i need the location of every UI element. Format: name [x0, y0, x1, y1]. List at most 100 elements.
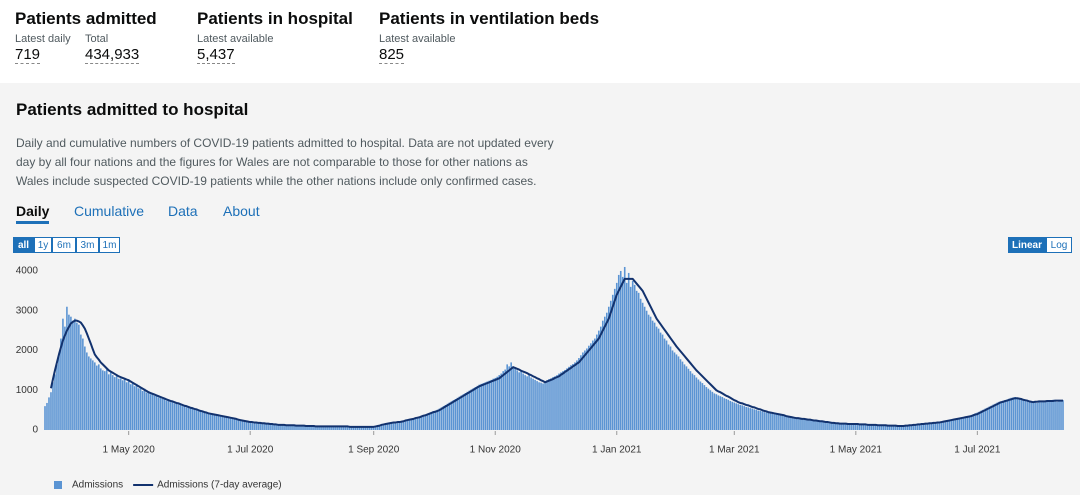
bar	[763, 412, 765, 430]
bar	[753, 409, 756, 430]
bar	[751, 408, 754, 430]
bar	[799, 418, 801, 430]
bar	[857, 424, 859, 430]
bar	[629, 286, 632, 430]
bar	[801, 419, 803, 430]
bar	[295, 425, 297, 430]
bar	[484, 382, 487, 430]
bar	[795, 418, 797, 430]
bar	[366, 426, 369, 430]
bar	[510, 362, 512, 430]
tab[interactable]: Data	[168, 203, 198, 219]
tab[interactable]: About	[223, 203, 260, 219]
range-button[interactable]: 1m	[99, 237, 120, 253]
bar	[926, 423, 929, 430]
bar	[99, 368, 102, 430]
x-tick-label: 1 May 2020	[103, 445, 156, 456]
bar	[876, 425, 879, 430]
bar	[1018, 398, 1020, 430]
bar	[693, 375, 696, 430]
range-button[interactable]: 1y	[34, 237, 52, 253]
bar	[233, 418, 236, 430]
bar	[859, 424, 861, 430]
bar	[562, 371, 564, 430]
bar	[356, 427, 359, 430]
bar	[1006, 399, 1009, 430]
bar	[267, 423, 269, 430]
bar	[88, 356, 90, 430]
bar	[759, 410, 761, 430]
bar	[261, 423, 263, 430]
scale-button[interactable]: Linear	[1008, 237, 1046, 253]
bar	[516, 370, 518, 430]
bar	[546, 380, 548, 430]
bar	[275, 424, 277, 430]
bar	[902, 425, 905, 430]
bar	[582, 352, 584, 430]
bar	[572, 363, 574, 430]
bar	[123, 377, 126, 430]
bar	[163, 397, 166, 430]
bar	[540, 382, 542, 430]
bar	[534, 379, 536, 430]
bar	[705, 387, 708, 430]
legend-swatch	[54, 481, 62, 489]
bar	[855, 424, 857, 430]
bar	[647, 314, 650, 430]
range-button[interactable]: 6m	[52, 237, 76, 253]
bar	[617, 274, 620, 430]
bar	[789, 417, 791, 430]
bar	[239, 419, 242, 430]
bar	[781, 415, 783, 430]
bar	[466, 391, 469, 430]
bar	[1024, 400, 1026, 430]
scale-button[interactable]: Log	[1046, 237, 1072, 253]
bar	[611, 294, 614, 430]
bar	[1000, 401, 1003, 430]
bar	[90, 358, 92, 430]
bar	[609, 300, 612, 430]
bar	[313, 426, 315, 430]
bar	[349, 427, 351, 430]
bar	[329, 426, 331, 430]
range-button[interactable]: all	[13, 237, 34, 253]
bar	[80, 334, 82, 430]
bar	[558, 373, 560, 430]
bar	[920, 424, 923, 430]
bar	[131, 382, 134, 430]
bar	[663, 338, 666, 430]
bar	[695, 377, 698, 430]
bar	[888, 426, 891, 430]
bar	[803, 419, 805, 430]
stat-title: Patients in hospital	[197, 9, 353, 28]
bar	[243, 420, 246, 430]
bar	[281, 425, 283, 430]
range-button[interactable]: 3m	[76, 237, 99, 253]
bar	[66, 306, 68, 430]
bar	[843, 423, 845, 430]
bar	[681, 361, 684, 430]
bar	[143, 388, 146, 430]
bar	[84, 346, 86, 430]
legend-label: Admissions	[72, 480, 123, 491]
tab[interactable]: Daily	[16, 203, 50, 224]
bar	[512, 366, 514, 430]
bar	[325, 426, 327, 430]
bar	[64, 326, 66, 430]
bar	[723, 398, 726, 430]
bar	[404, 420, 407, 430]
bar	[743, 406, 746, 430]
tab[interactable]: Cumulative	[74, 203, 145, 219]
bar	[934, 422, 937, 430]
bar	[637, 292, 640, 430]
bar	[307, 425, 309, 430]
bar	[996, 402, 999, 430]
bar	[56, 364, 58, 430]
bar	[317, 426, 319, 430]
bar	[1010, 397, 1013, 430]
bar	[394, 422, 397, 430]
bar	[221, 416, 224, 430]
bar	[532, 378, 534, 430]
bar	[454, 398, 457, 430]
